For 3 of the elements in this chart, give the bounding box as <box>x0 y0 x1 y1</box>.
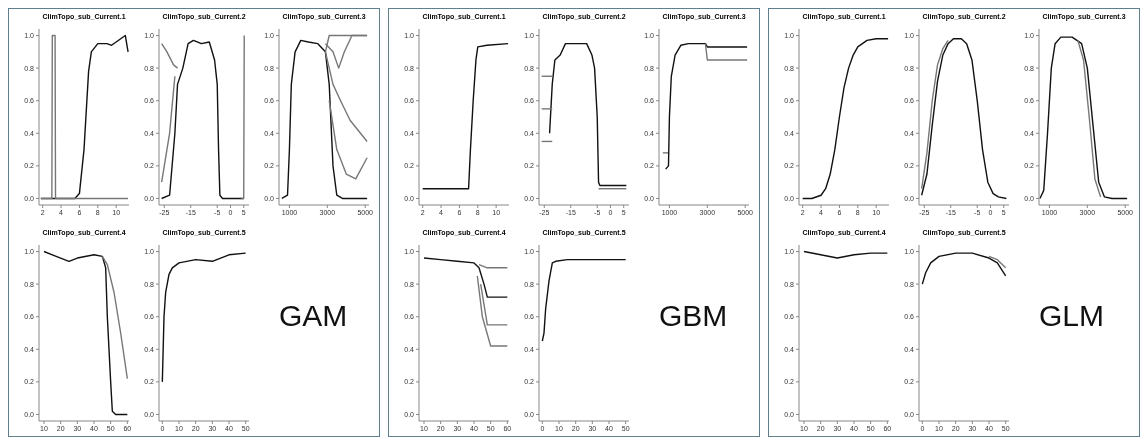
text: GBM <box>659 299 728 333</box>
text: GLM <box>1039 299 1105 333</box>
text: GAM <box>279 299 348 333</box>
